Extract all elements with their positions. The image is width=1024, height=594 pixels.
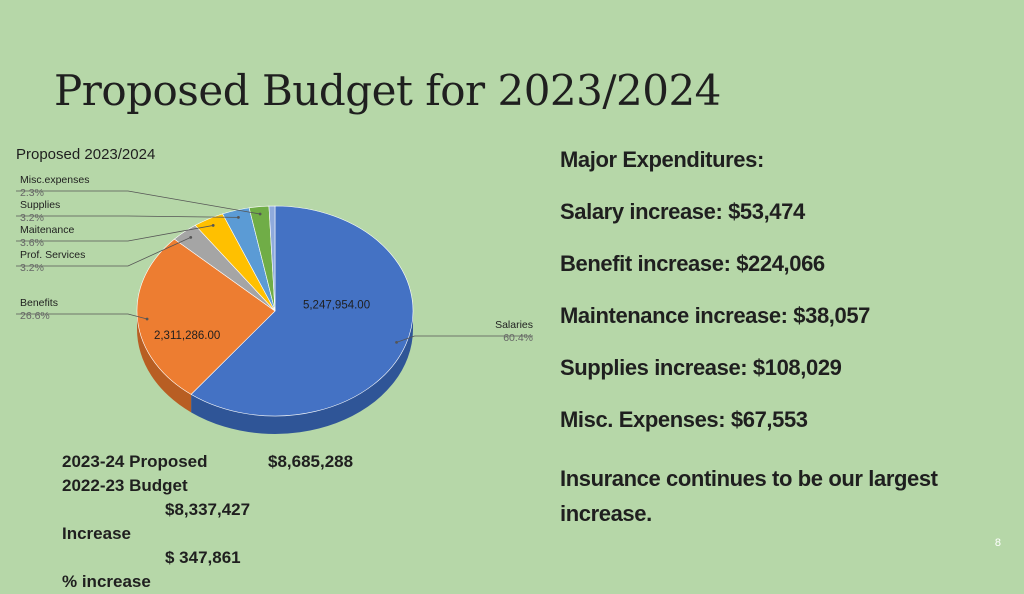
- budget-summary: 2023-24 Proposed $8,685,288 2022-23 Budg…: [62, 450, 392, 594]
- legend-name-salaries: Salaries: [495, 319, 533, 331]
- leader-line-misc-expenses: [16, 190, 261, 215]
- legend-percent-salaries: 60.4%: [503, 332, 533, 344]
- legend-percent-misc-expenses: 2.3%: [20, 187, 44, 199]
- leader-line-salaries: [396, 335, 533, 343]
- legend-name-benefits: Benefits: [20, 297, 58, 309]
- leader-line-maitenance: [16, 225, 214, 242]
- legend-percent-benefits: 26.6%: [20, 310, 50, 322]
- increase-label: Increase: [62, 524, 131, 543]
- expenditures-panel: Major Expenditures: Salary increase: $53…: [560, 145, 1000, 531]
- leader-dot-misc-expenses: [258, 212, 262, 216]
- expenditure-item: Misc. Expenses: $67,553: [560, 407, 808, 432]
- legend-name-misc-expenses: Misc.expenses: [20, 174, 89, 186]
- pie-slice-other: [268, 205, 276, 312]
- budget-pie-chart: Proposed 2023/2024 5,247,954.00 2,311,286…: [16, 146, 533, 435]
- pie-slice-salaries: [190, 205, 414, 417]
- slice-value-label: 5,247,954.00: [303, 300, 370, 312]
- page-number: 8: [994, 537, 1001, 549]
- expenditure-item: Supplies increase: $108,029: [560, 355, 842, 380]
- legend-percent-supplies: 3.2%: [20, 212, 44, 224]
- pie-side-group: [137, 311, 413, 435]
- pie-side-salaries: [191, 311, 413, 435]
- legend-name-prof-services: Prof. Services: [20, 249, 85, 261]
- legend-percent-prof-services: 3.2%: [20, 262, 44, 274]
- slide-title: Proposed Budget for 2023/2024: [54, 66, 721, 115]
- leader-dot-prof-services: [189, 235, 193, 239]
- leader-dot-benefits: [145, 317, 149, 321]
- budget-label: 2022-23 Budget: [62, 476, 188, 495]
- legend-name-maitenance: Maitenance: [20, 224, 74, 236]
- leader-dot-supplies: [237, 216, 240, 219]
- expenditures-heading: Major Expenditures:: [560, 147, 764, 172]
- proposed-amount: $8,685,288: [268, 452, 354, 471]
- leader-dot-salaries: [395, 340, 398, 344]
- increase-amount: $ 347,861: [165, 548, 241, 567]
- pie-slice-benefits: [136, 238, 276, 395]
- leader-dot-maitenance: [211, 224, 215, 227]
- pie-top-group: [136, 205, 414, 417]
- leader-line-benefits: [16, 313, 148, 320]
- pie-leader-lines: [16, 190, 533, 344]
- proposed-label: 2023-24 Proposed: [62, 452, 208, 471]
- budget-amount: $8,337,427: [165, 500, 251, 519]
- expenditure-item: Benefit increase: $224,066: [560, 251, 825, 276]
- slice-value-label: 2,311,286.00: [154, 330, 220, 342]
- expenditure-item: Maintenance increase: $38,057: [560, 303, 871, 328]
- pie-side-benefits: [137, 311, 192, 413]
- leader-line-supplies: [16, 215, 239, 218]
- legend-percent-maitenance: 3.6%: [20, 237, 44, 249]
- legend-name-supplies: Supplies: [20, 199, 60, 211]
- leader-line-prof-services: [16, 236, 191, 267]
- expenditure-item: Salary increase: $53,474: [560, 199, 805, 224]
- percent-increase-label: % increase: [62, 572, 151, 591]
- insurance-note: Insurance continues to be our largest in…: [560, 466, 938, 526]
- chart-title: Proposed 2023/2024: [16, 146, 155, 163]
